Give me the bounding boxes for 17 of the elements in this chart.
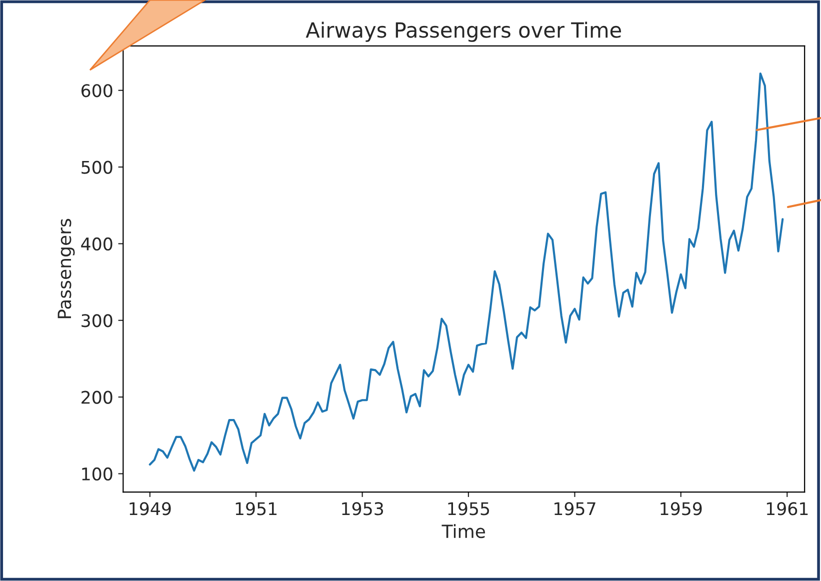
chart-title: Airways Passengers over Time [306,22,621,42]
x-tick-label: 1953 [342,502,384,516]
y-tick-label: 200 [82,390,112,404]
y-tick-label: 400 [81,237,112,251]
x-tick-label: 1951 [236,502,277,516]
y-tick-label: 300 [82,314,112,328]
x-tick-label: 1949 [130,502,171,516]
x-tick-label: 1959 [660,502,702,516]
y-axis-title: Passengers [58,218,75,318]
x-tick-label: 1961 [766,502,808,516]
y-tick-label: 500 [82,160,112,174]
x-tick-label: 1955 [448,502,490,516]
y-tick-label: 600 [82,84,112,98]
x-tick-label: 1957 [554,502,596,516]
y-tick-label: 100 [82,467,112,481]
x-axis-title: Time [442,524,485,538]
line-series [148,72,784,472]
